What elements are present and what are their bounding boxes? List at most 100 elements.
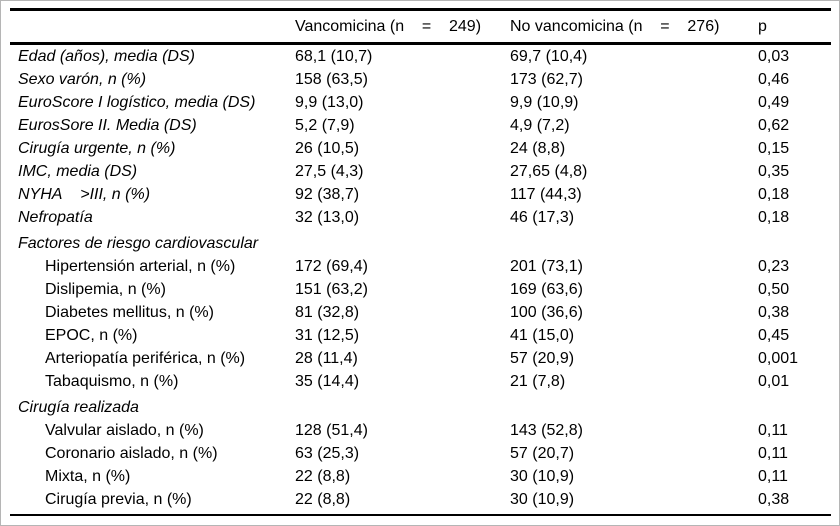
table-row: Mixta, n (%) 22 (8,8) 30 (10,9) 0,11 xyxy=(10,465,831,488)
value-vancomicina: 26 (10,5) xyxy=(295,140,360,157)
value-p: 0,01 xyxy=(758,373,790,390)
value-p: 0,38 xyxy=(758,491,790,508)
value-vancomicina: 5,2 (7,9) xyxy=(295,117,355,134)
value-no-vancomicina xyxy=(502,393,750,419)
value-no-vancomicina: 41 (15,0) xyxy=(510,327,575,344)
value-no-vancomicina: 30 (10,9) xyxy=(510,491,575,508)
value-p xyxy=(750,393,831,419)
row-label: Diabetes mellitus, n (%) xyxy=(45,304,214,321)
value-no-vancomicina: 117 (44,3) xyxy=(510,186,582,203)
row-label: NYHA >III, n (%) xyxy=(18,186,151,203)
value-vancomicina: 9,9 (13,0) xyxy=(295,94,364,111)
value-no-vancomicina: 46 (17,3) xyxy=(510,209,575,226)
value-p: 0,11 xyxy=(758,445,788,462)
value-p: 0,11 xyxy=(758,422,788,439)
value-p: 0,49 xyxy=(758,94,790,111)
value-vancomicina: 35 (14,4) xyxy=(295,373,360,390)
row-label: Valvular aislado, n (%) xyxy=(45,422,204,439)
value-vancomicina xyxy=(287,229,502,255)
value-p: 0,46 xyxy=(758,71,790,88)
table-row: IMC, media (DS) 27,5 (4,3) 27,65 (4,8) 0,35 xyxy=(10,160,831,183)
row-label: Tabaquismo, n (%) xyxy=(45,373,179,390)
table-row: Edad (años), media (DS) 68,1 (10,7) 69,7 (… xyxy=(10,45,831,68)
value-p: 0,50 xyxy=(758,281,790,298)
value-vancomicina: 27,5 (4,3) xyxy=(295,163,364,180)
value-no-vancomicina: 9,9 (10,9) xyxy=(510,94,579,111)
value-vancomicina: 172 (69,4) xyxy=(295,258,368,275)
value-p: 0,38 xyxy=(758,304,790,321)
value-vancomicina: 31 (12,5) xyxy=(295,327,360,344)
table-row: Tabaquismo, n (%) 35 (14,4) 21 (7,8) 0,01 xyxy=(10,370,831,393)
value-vancomicina: 63 (25,3) xyxy=(295,445,360,462)
table-row: Sexo varón, n (%) 158 (63,5) 173 (62,7) 0,4… xyxy=(10,68,831,91)
row-label: Arteriopatía periférica, n (%) xyxy=(45,350,246,367)
row-label: Nefropatía xyxy=(18,209,93,226)
header-no-vancomicina: No vancomicina (n = 276) xyxy=(510,17,720,35)
table-row: Coronario aislado, n (%) 63 (25,3) 57 (20,… xyxy=(10,442,831,465)
value-vancomicina: 81 (32,8) xyxy=(295,304,360,321)
value-no-vancomicina: 57 (20,9) xyxy=(510,350,575,367)
value-no-vancomicina: 143 (52,8) xyxy=(510,422,583,439)
value-no-vancomicina: 169 (63,6) xyxy=(510,281,583,298)
value-p: 0,03 xyxy=(758,48,790,65)
row-label: Sexo varón, n (%) xyxy=(18,71,147,88)
row-label: Mixta, n (%) xyxy=(45,468,131,485)
row-label: Cirugía realizada xyxy=(18,399,139,416)
value-no-vancomicina: 27,65 (4,8) xyxy=(510,163,588,180)
row-label: Cirugía urgente, n (%) xyxy=(18,140,176,157)
row-label: Factores de riesgo cardiovascular xyxy=(18,235,259,252)
table-row: Hipertensión arterial, n (%) 172 (69,4) 20… xyxy=(10,255,831,278)
table-row: Valvular aislado, n (%) 128 (51,4) 143 (52… xyxy=(10,419,831,442)
value-vancomicina xyxy=(287,393,502,419)
value-p xyxy=(750,229,831,255)
value-p: 0,62 xyxy=(758,117,790,134)
table-row: Diabetes mellitus, n (%) 81 (32,8) 100 (36… xyxy=(10,301,831,324)
table-section-row: Factores de riesgo cardiovascular xyxy=(10,229,831,255)
table-row: EPOC, n (%) 31 (12,5) 41 (15,0) 0,45 xyxy=(10,324,831,347)
table-row: NYHA >III, n (%) 92 (38,7) 117 (44,3) 0,18 xyxy=(10,183,831,206)
value-p: 0,35 xyxy=(758,163,790,180)
table-row: Arteriopatía periférica, n (%) 28 (11,4) 5… xyxy=(10,347,831,370)
table-row: EurosSore II. Media (DS) 5,2 (7,9) 4,9 (7,… xyxy=(10,114,831,137)
value-p: 0,45 xyxy=(758,327,790,344)
value-vancomicina: 92 (38,7) xyxy=(295,186,360,203)
value-no-vancomicina: 201 (73,1) xyxy=(510,258,583,275)
value-no-vancomicina: 4,9 (7,2) xyxy=(510,117,570,134)
value-no-vancomicina: 57 (20,7) xyxy=(510,445,575,462)
value-vancomicina: 158 (63,5) xyxy=(295,71,368,88)
value-vancomicina: 22 (8,8) xyxy=(295,468,351,485)
table-row: Nefropatía 32 (13,0) 46 (17,3) 0,18 xyxy=(10,206,831,229)
value-no-vancomicina: 30 (10,9) xyxy=(510,468,575,485)
table-section-row: Cirugía realizada xyxy=(10,393,831,419)
row-label: EPOC, n (%) xyxy=(45,327,138,344)
value-vancomicina: 128 (51,4) xyxy=(295,422,368,439)
value-vancomicina: 22 (8,8) xyxy=(295,491,351,508)
row-label: IMC, media (DS) xyxy=(18,163,138,180)
value-p: 0,23 xyxy=(758,258,790,275)
table-row: EuroScore I logístico, media (DS) 9,9 (13… xyxy=(10,91,831,114)
value-vancomicina: 68,1 (10,7) xyxy=(295,48,373,65)
header-p-value: p xyxy=(758,17,767,35)
table-row: Cirugía previa, n (%) 22 (8,8) 30 (10,9) 0,… xyxy=(10,488,831,511)
value-no-vancomicina: 69,7 (10,4) xyxy=(510,48,588,65)
table-header-row: Vancomicina (n = 249) No vancomicina (n … xyxy=(10,8,831,45)
row-label: Coronario aislado, n (%) xyxy=(45,445,218,462)
header-vancomicina: Vancomicina (n = 249) xyxy=(295,17,482,35)
comparison-table: Vancomicina (n = 249) No vancomicina (n … xyxy=(10,8,831,516)
table-row: Cirugía urgente, n (%) 26 (10,5) 24 (8,8) 0… xyxy=(10,137,831,160)
row-label: Dislipemia, n (%) xyxy=(45,281,166,298)
value-p: 0,11 xyxy=(758,468,788,485)
value-no-vancomicina: 24 (8,8) xyxy=(510,140,566,157)
value-no-vancomicina: 21 (7,8) xyxy=(510,373,566,390)
row-label: Cirugía previa, n (%) xyxy=(45,491,192,508)
value-p: 0,18 xyxy=(758,209,790,226)
row-label: Hipertensión arterial, n (%) xyxy=(45,258,236,275)
value-no-vancomicina xyxy=(502,229,750,255)
table-row: Dislipemia, n (%) 151 (63,2) 169 (63,6) 0,5… xyxy=(10,278,831,301)
value-vancomicina: 151 (63,2) xyxy=(295,281,368,298)
table-body: Edad (años), media (DS) 68,1 (10,7) 69,7 (… xyxy=(10,45,831,516)
value-no-vancomicina: 173 (62,7) xyxy=(510,71,583,88)
value-p: 0,001 xyxy=(758,350,799,367)
value-p: 0,15 xyxy=(758,140,790,157)
